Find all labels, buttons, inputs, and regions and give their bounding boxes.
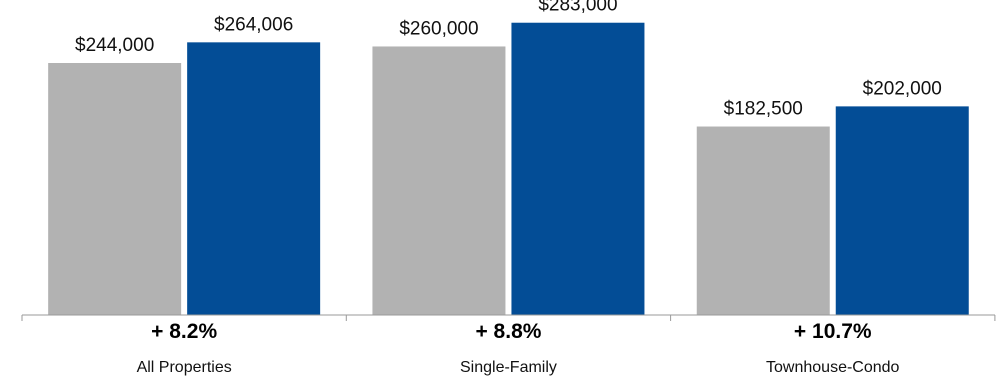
percent-change-label: + 8.8% <box>475 320 541 343</box>
change-labels-group: + 8.2% + 8.8% + 10.7% <box>151 320 872 343</box>
bars-group <box>48 22 969 316</box>
category-labels-group: All Properties Single-Family Townhouse-Con… <box>137 359 900 376</box>
bar <box>696 126 830 316</box>
bar-value-label: $202,000 <box>863 78 942 99</box>
percent-change-label: + 8.2% <box>151 320 217 343</box>
bar <box>835 106 969 316</box>
bar <box>372 46 506 316</box>
percent-change-label: + 10.7% <box>794 320 872 343</box>
category-label: All Properties <box>137 359 232 376</box>
bar-value-label: $283,000 <box>538 0 617 16</box>
bar <box>187 42 321 315</box>
bar <box>48 63 182 315</box>
bar <box>511 22 645 315</box>
bar-value-label: $264,006 <box>214 14 293 35</box>
x-axis-ticks <box>21 315 996 321</box>
bar-value-label: $260,000 <box>399 18 478 39</box>
value-labels-group: $244,000 $264,006 $260,000 $283,000 $182,500… <box>75 0 942 120</box>
category-label: Single-Family <box>460 359 557 376</box>
bar-value-label: $182,500 <box>724 99 803 120</box>
bar-value-label: $244,000 <box>75 35 154 56</box>
category-label: Townhouse-Condo <box>766 359 900 376</box>
